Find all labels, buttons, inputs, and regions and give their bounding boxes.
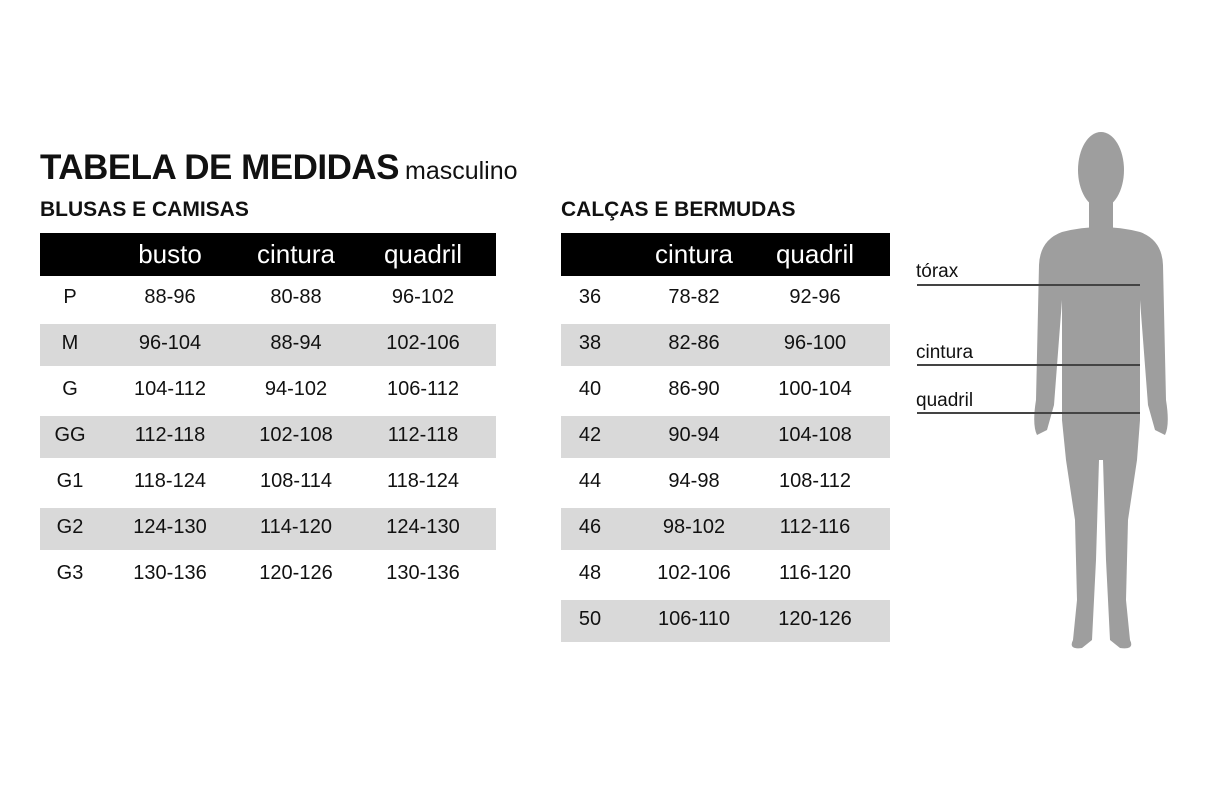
cell-value: 124-130 xyxy=(386,516,460,538)
table-row: 48 102-106 116-120 xyxy=(561,552,890,598)
table-header: busto cintura quadril xyxy=(40,233,496,276)
cell-value: 108-114 xyxy=(260,470,332,492)
torax-label: tórax xyxy=(916,261,959,282)
size-label: G1 xyxy=(56,470,84,492)
body-shape xyxy=(1034,227,1168,649)
subtitle: masculino xyxy=(405,157,518,185)
cell-value: 106-112 xyxy=(387,378,459,400)
cell-value: 124-130 xyxy=(133,516,207,538)
cell-value: 130-136 xyxy=(133,562,207,584)
cell-value: 96-104 xyxy=(138,332,202,354)
table-header: cintura quadril xyxy=(561,233,890,276)
page-title: TABELA DE MEDIDAS masculino xyxy=(40,148,518,188)
size-label: G2 xyxy=(56,516,84,538)
table-row: 36 78-82 92-96 xyxy=(561,276,890,322)
cell-value: 86-90 xyxy=(668,378,720,400)
size-label: 38 xyxy=(578,332,602,354)
size-label: 36 xyxy=(578,286,602,308)
size-label: 50 xyxy=(578,608,602,630)
size-label: 46 xyxy=(578,516,602,538)
size-label: G xyxy=(62,378,78,400)
head-shape xyxy=(1078,132,1124,208)
table-row: 40 86-90 100-104 xyxy=(561,368,890,414)
table-row: 50 106-110 120-126 xyxy=(561,598,890,644)
pants-heading: CALÇAS E BERMUDAS xyxy=(561,198,796,221)
table-row: G3 130-136 120-126 130-136 xyxy=(40,552,496,598)
size-label: P xyxy=(63,286,77,308)
cell-value: 100-104 xyxy=(778,378,852,400)
column-header: quadril xyxy=(775,239,855,269)
column-header: cintura xyxy=(256,239,336,269)
cell-value: 106-110 xyxy=(658,608,730,630)
cell-value: 104-112 xyxy=(134,378,206,400)
cell-value: 104-108 xyxy=(778,424,852,446)
cell-value: 112-118 xyxy=(134,424,206,446)
cell-value: 82-86 xyxy=(668,332,720,354)
cell-value: 92-96 xyxy=(789,286,841,308)
quadril-label: quadril xyxy=(916,390,974,411)
cell-value: 120-126 xyxy=(259,562,333,584)
cell-value: 118-124 xyxy=(387,470,459,492)
cell-value: 90-94 xyxy=(668,424,720,446)
size-label: GG xyxy=(54,424,86,446)
column-header: busto xyxy=(138,239,202,269)
column-header: quadril xyxy=(383,239,463,269)
cell-value: 88-94 xyxy=(270,332,322,354)
cell-value: 96-102 xyxy=(391,286,455,308)
table-row: 42 90-94 104-108 xyxy=(561,414,890,460)
table-row: P 88-96 80-88 96-102 xyxy=(40,276,496,322)
table-row: 38 82-86 96-100 xyxy=(561,322,890,368)
cell-value: 114-120 xyxy=(260,516,332,538)
table-row: G2 124-130 114-120 124-130 xyxy=(40,506,496,552)
table-row: 46 98-102 112-116 xyxy=(561,506,890,552)
cell-value: 78-82 xyxy=(668,286,720,308)
cell-value: 116-120 xyxy=(779,562,851,584)
cell-value: 94-98 xyxy=(668,470,720,492)
column-header: cintura xyxy=(654,239,734,269)
cell-value: 80-88 xyxy=(270,286,322,308)
table-row: G 104-112 94-102 106-112 xyxy=(40,368,496,414)
cintura-label: cintura xyxy=(916,342,974,363)
title-text: TABELA DE MEDIDAS xyxy=(40,148,400,187)
size-label: M xyxy=(61,332,79,354)
size-label: 42 xyxy=(578,424,602,446)
cell-value: 98-102 xyxy=(662,516,726,538)
cell-value: 102-106 xyxy=(657,562,731,584)
cell-value: 102-106 xyxy=(386,332,460,354)
size-label: 48 xyxy=(578,562,602,584)
size-label: 44 xyxy=(578,470,602,492)
cell-value: 130-136 xyxy=(386,562,460,584)
pants-table: cintura quadril 36 78-82 92-96 38 82-86 96-100 4… xyxy=(561,233,890,644)
table-row: GG 112-118 102-108 112-118 xyxy=(40,414,496,460)
cell-value: 118-124 xyxy=(134,470,206,492)
table-row: 44 94-98 108-112 xyxy=(561,460,890,506)
size-label: G3 xyxy=(56,562,84,584)
cell-value: 120-126 xyxy=(778,608,852,630)
cell-value: 96-100 xyxy=(783,332,847,354)
table-row: G1 118-124 108-114 118-124 xyxy=(40,460,496,506)
neck-shape xyxy=(1089,198,1113,230)
shirts-heading: BLUSAS E CAMISAS xyxy=(40,198,249,221)
cell-value: 112-118 xyxy=(387,424,459,446)
size-label: 40 xyxy=(578,378,602,400)
cell-value: 102-108 xyxy=(259,424,333,446)
cell-value: 94-102 xyxy=(264,378,328,400)
shirts-table: busto cintura quadril P 88-96 80-88 96-102 M 96-… xyxy=(40,233,496,598)
table-row: M 96-104 88-94 102-106 xyxy=(40,322,496,368)
cell-value: 108-112 xyxy=(779,470,851,492)
cell-value: 88-96 xyxy=(144,286,196,308)
cell-value: 112-116 xyxy=(779,516,851,538)
